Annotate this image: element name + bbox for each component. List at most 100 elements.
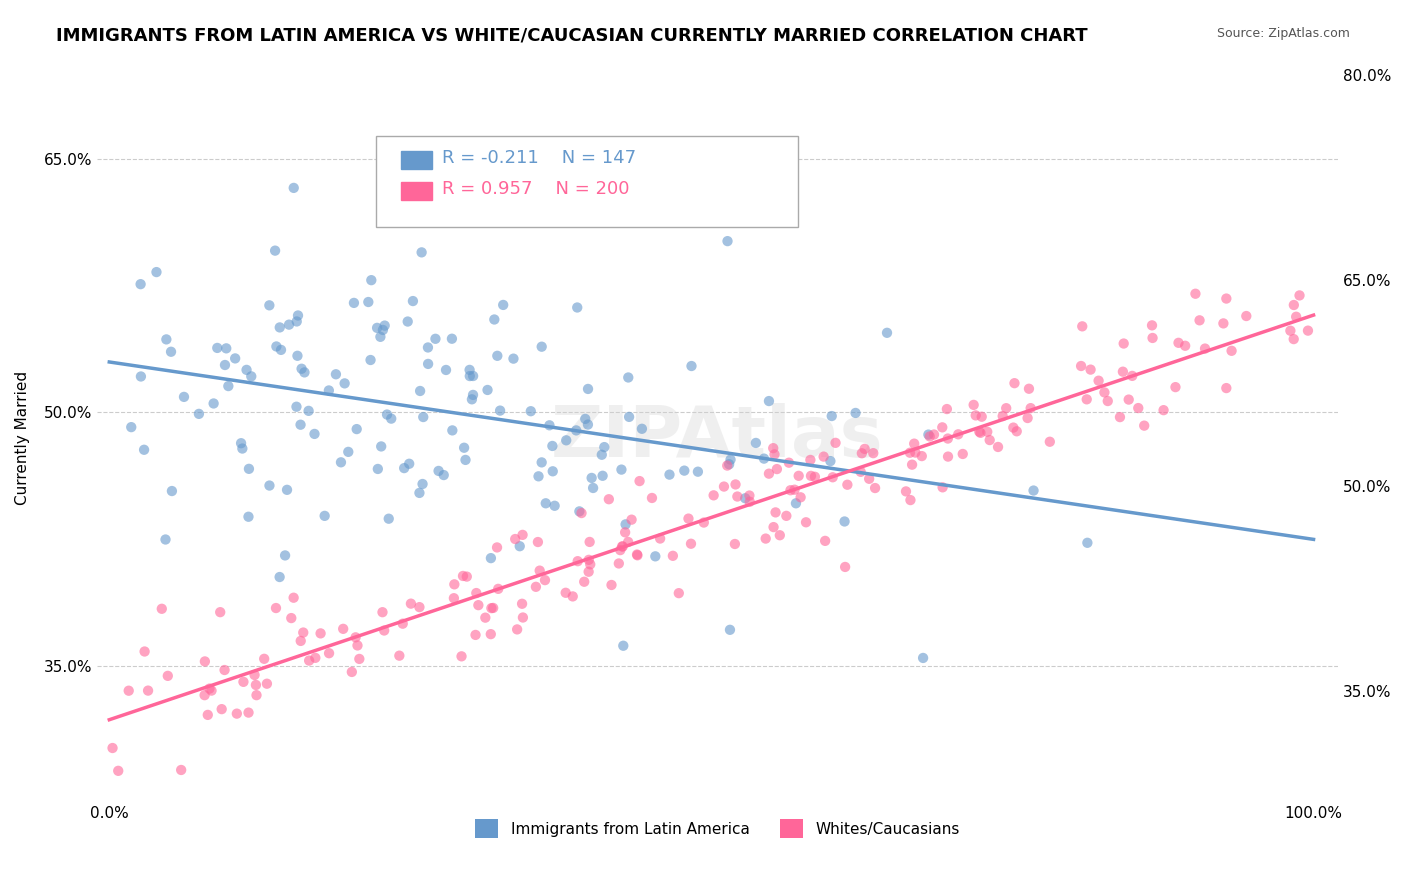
Point	[824, 435, 846, 450]
Point	[724, 537, 747, 551]
Point	[1080, 362, 1102, 376]
Point	[1112, 336, 1135, 351]
Point	[541, 464, 564, 478]
Point	[1094, 385, 1116, 400]
Point	[527, 469, 550, 483]
Point	[211, 702, 233, 716]
Point	[579, 558, 602, 572]
Point	[1128, 401, 1150, 415]
Point	[963, 398, 986, 412]
Point	[160, 483, 183, 498]
Point	[576, 382, 599, 396]
Point	[1022, 483, 1045, 498]
Point	[194, 688, 217, 702]
Point	[922, 427, 945, 442]
Point	[1174, 339, 1197, 353]
Point	[862, 446, 884, 460]
Point	[461, 369, 484, 384]
Point	[763, 447, 786, 461]
Point	[693, 516, 716, 530]
Point	[215, 342, 238, 356]
Point	[416, 341, 439, 355]
Point	[1220, 343, 1243, 358]
Legend: Immigrants from Latin America, Whites/Caucasians: Immigrants from Latin America, Whites/Ca…	[470, 814, 966, 844]
Point	[785, 496, 807, 510]
Point	[304, 426, 326, 441]
Point	[641, 491, 664, 505]
Point	[631, 422, 654, 436]
Point	[1121, 368, 1143, 383]
Point	[612, 639, 634, 653]
Point	[240, 369, 263, 384]
Point	[762, 520, 785, 534]
Point	[492, 298, 515, 312]
Point	[318, 646, 340, 660]
Point	[686, 465, 709, 479]
Point	[396, 314, 419, 328]
Point	[467, 598, 489, 612]
Point	[371, 323, 394, 337]
Point	[367, 462, 389, 476]
Point	[366, 321, 388, 335]
Point	[912, 651, 935, 665]
Point	[626, 548, 648, 562]
Point	[668, 586, 690, 600]
Point	[1039, 434, 1062, 449]
Point	[253, 652, 276, 666]
Point	[591, 448, 613, 462]
Point	[482, 601, 505, 615]
Point	[724, 477, 747, 491]
Point	[129, 277, 152, 292]
Point	[844, 406, 866, 420]
FancyBboxPatch shape	[377, 136, 799, 227]
Point	[769, 528, 792, 542]
Point	[1188, 313, 1211, 327]
Point	[718, 457, 741, 471]
Point	[441, 424, 464, 438]
Point	[256, 676, 278, 690]
Point	[411, 245, 433, 260]
Point	[283, 181, 305, 195]
Point	[571, 506, 593, 520]
Point	[813, 450, 835, 464]
Point	[1002, 420, 1025, 434]
Point	[931, 480, 953, 494]
Point	[917, 427, 939, 442]
Point	[1017, 411, 1039, 425]
Point	[132, 442, 155, 457]
Point	[330, 455, 353, 469]
Point	[779, 483, 801, 498]
Point	[614, 525, 637, 540]
Point	[405, 207, 427, 221]
Point	[477, 383, 499, 397]
Point	[574, 412, 596, 426]
Point	[530, 455, 553, 469]
Point	[970, 409, 993, 424]
Point	[1076, 392, 1098, 407]
Point	[979, 433, 1001, 447]
Point	[266, 339, 288, 353]
Point	[224, 351, 246, 366]
Point	[607, 557, 630, 571]
Point	[617, 370, 640, 384]
Point	[673, 464, 696, 478]
Point	[851, 446, 873, 460]
Point	[948, 427, 970, 442]
Point	[443, 577, 465, 591]
Text: ZIPAtlas: ZIPAtlas	[551, 403, 884, 472]
Point	[762, 441, 785, 455]
Point	[232, 674, 254, 689]
Point	[1076, 536, 1098, 550]
Point	[1112, 365, 1135, 379]
Point	[187, 407, 209, 421]
Point	[399, 597, 422, 611]
Point	[297, 404, 319, 418]
Point	[290, 417, 312, 432]
Point	[512, 610, 534, 624]
Point	[375, 408, 398, 422]
Point	[626, 549, 648, 563]
Point	[758, 467, 780, 481]
Point	[346, 639, 368, 653]
Point	[617, 535, 640, 549]
Point	[318, 384, 340, 398]
